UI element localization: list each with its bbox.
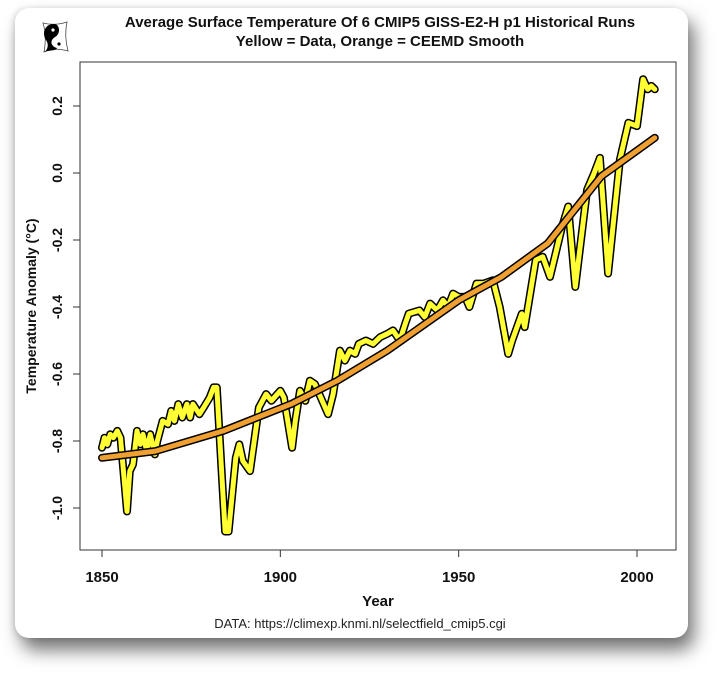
yin-yang-logo-icon <box>42 21 69 53</box>
chart-card <box>15 8 688 638</box>
y-axis-label: Temperature Anomaly (°C) <box>23 218 39 393</box>
x-tick-label: 1950 <box>442 569 475 586</box>
y-axis: -1.0 -0.8 -0.6 -0.4 -0.2 0.0 0.2 <box>49 96 80 520</box>
chart-subtitle: Yellow = Data, Orange = CEEMD Smooth <box>235 33 525 50</box>
series-group <box>98 75 659 536</box>
y-tick-label: -1.0 <box>49 496 65 520</box>
x-tick-label: 2000 <box>620 569 653 586</box>
y-tick-label: -0.2 <box>49 228 65 252</box>
y-tick-label: -0.8 <box>49 429 65 453</box>
series-ceemd-smooth-line <box>99 135 658 461</box>
plot-frame <box>79 61 677 551</box>
y-tick-label: -0.4 <box>49 295 65 319</box>
chart-title: Average Surface Temperature Of 6 CMIP5 G… <box>124 14 636 31</box>
data-source-caption: DATA: https://climexp.knmi.nl/selectfiel… <box>214 616 506 631</box>
x-tick-label: 1900 <box>264 569 297 586</box>
y-tick-label: 0.2 <box>49 96 65 116</box>
x-axis: 1850 1900 1950 2000 <box>85 550 654 586</box>
y-tick-label: -0.6 <box>49 362 65 386</box>
y-tick-label: 0.0 <box>49 163 65 183</box>
series-data-outline <box>98 75 659 536</box>
x-tick-label: 1850 <box>85 569 118 586</box>
series-data-line <box>99 76 658 534</box>
x-axis-label: Year <box>362 593 394 610</box>
